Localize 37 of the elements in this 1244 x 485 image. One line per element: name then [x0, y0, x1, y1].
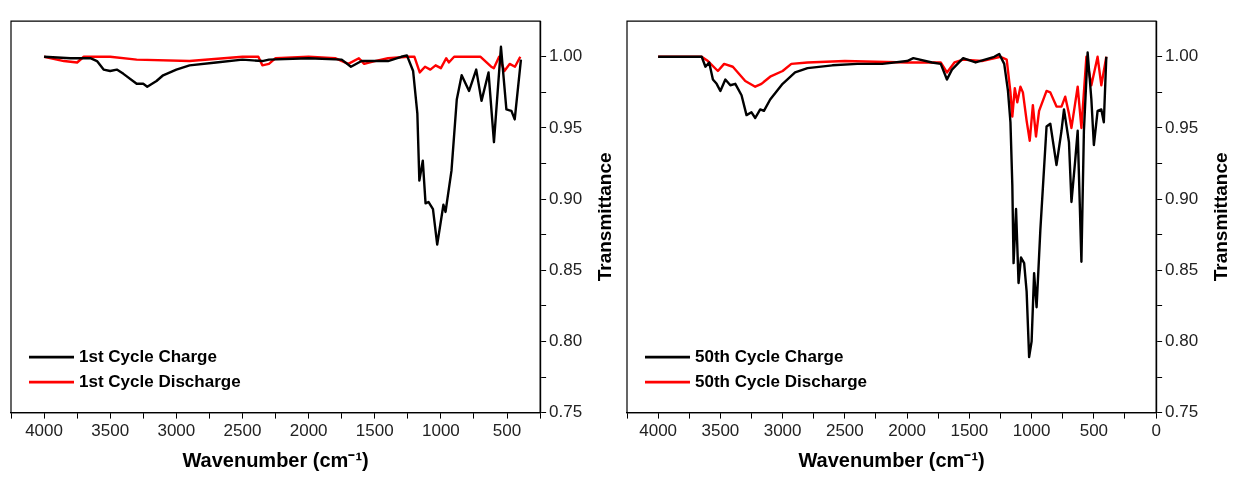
x-tick-label: 1000: [421, 421, 460, 441]
y-tick-label: 0.85: [1165, 259, 1199, 279]
y-tick-label: 1.00: [1165, 46, 1199, 66]
legend-label: 50th Cycle Discharge: [695, 371, 867, 391]
x-tick-label: 2500: [223, 421, 262, 441]
x-tick-label: 500: [492, 421, 522, 441]
y-tick-label: 1.00: [549, 46, 583, 66]
y-tick-label: 0.90: [1165, 188, 1199, 208]
x-tick-label: 3000: [157, 421, 196, 441]
y-tick-label: 0.85: [549, 259, 583, 279]
x-tick-label: 3500: [91, 421, 130, 441]
x-axis-title: Wavenumber (cm⁻¹): [798, 448, 985, 471]
y-tick-label: 0.95: [549, 117, 583, 137]
x-tick-label: 2000: [289, 421, 328, 441]
x-tick-label: 2000: [888, 421, 927, 441]
x-tick-label: 4000: [25, 421, 63, 441]
x-tick-label: 3500: [701, 421, 740, 441]
x-tick-label: 1000: [1012, 421, 1051, 441]
y-tick-label: 0.75: [549, 402, 583, 422]
y-axis-title: Transmittance: [594, 152, 616, 282]
y-tick-label: 0.90: [549, 188, 583, 208]
x-axis-title: Wavenumber (cm⁻¹): [182, 448, 369, 471]
y-tick-label: 0.80: [1165, 331, 1199, 351]
x-tick-label: 1500: [355, 421, 394, 441]
legend-label: 1st Cycle Discharge: [79, 371, 241, 391]
x-tick-label: 4000: [639, 421, 678, 441]
y-tick-label: 0.95: [1165, 117, 1199, 137]
x-tick-label: 0: [1151, 421, 1161, 441]
x-tick-label: 1500: [950, 421, 989, 441]
y-tick-label: 0.80: [549, 331, 583, 351]
y-axis-title: Transmittance: [1210, 152, 1232, 282]
y-tick-label: 0.75: [1165, 402, 1199, 422]
x-tick-label: 3000: [763, 421, 802, 441]
legend-label: 50th Cycle Charge: [695, 346, 844, 366]
legend-label: 1st Cycle Charge: [79, 346, 217, 366]
x-tick-label: 2500: [825, 421, 864, 441]
x-tick-label: 500: [1079, 421, 1109, 441]
